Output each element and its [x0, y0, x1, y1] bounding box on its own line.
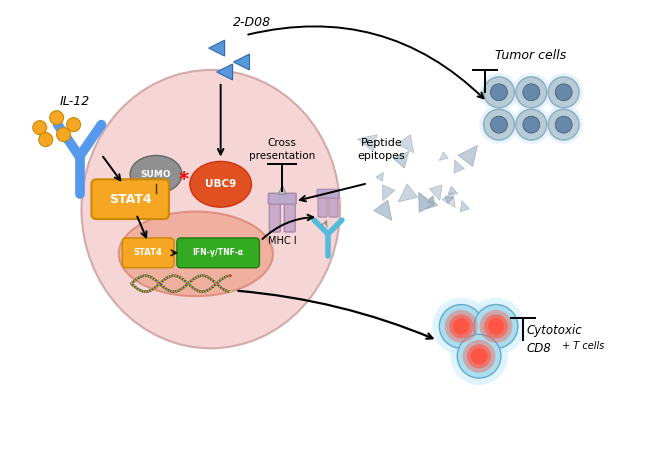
Polygon shape	[216, 64, 233, 80]
Circle shape	[487, 318, 504, 335]
Circle shape	[544, 73, 583, 112]
FancyBboxPatch shape	[318, 195, 327, 217]
Circle shape	[516, 109, 546, 140]
Circle shape	[440, 304, 483, 348]
Polygon shape	[358, 135, 377, 151]
Text: Tumor cells: Tumor cells	[495, 49, 566, 62]
Polygon shape	[374, 200, 392, 220]
Circle shape	[432, 297, 490, 355]
Text: *: *	[179, 170, 189, 189]
Text: STAT4: STAT4	[134, 248, 163, 257]
Circle shape	[471, 348, 487, 364]
Circle shape	[39, 133, 52, 146]
Polygon shape	[448, 186, 458, 194]
Circle shape	[480, 310, 512, 343]
Polygon shape	[419, 192, 434, 212]
Polygon shape	[393, 151, 409, 168]
Polygon shape	[461, 201, 469, 212]
Circle shape	[450, 327, 508, 385]
Circle shape	[480, 73, 518, 112]
Circle shape	[480, 105, 518, 144]
Polygon shape	[209, 40, 224, 56]
Polygon shape	[458, 146, 478, 167]
Circle shape	[516, 77, 546, 108]
Circle shape	[67, 118, 81, 132]
Text: Peptide
epitopes: Peptide epitopes	[358, 138, 405, 161]
Circle shape	[445, 310, 478, 343]
Circle shape	[555, 84, 572, 101]
FancyBboxPatch shape	[317, 189, 339, 198]
Circle shape	[467, 344, 491, 368]
Text: Cross
presentation: Cross presentation	[249, 138, 316, 161]
Circle shape	[467, 297, 525, 355]
FancyBboxPatch shape	[177, 238, 259, 268]
Text: 2-D08: 2-D08	[234, 16, 272, 29]
FancyBboxPatch shape	[122, 238, 174, 268]
Circle shape	[449, 314, 473, 338]
Circle shape	[50, 111, 64, 125]
Polygon shape	[382, 185, 395, 201]
Circle shape	[548, 109, 579, 140]
Circle shape	[512, 73, 550, 112]
Polygon shape	[429, 185, 442, 201]
Circle shape	[544, 105, 583, 144]
Text: MHC I: MHC I	[268, 236, 297, 246]
Polygon shape	[445, 197, 453, 203]
Circle shape	[548, 77, 579, 108]
Circle shape	[483, 77, 514, 108]
Circle shape	[474, 304, 518, 348]
Text: CD8: CD8	[527, 342, 552, 355]
Text: IL-12: IL-12	[60, 95, 90, 108]
Circle shape	[491, 84, 508, 101]
Ellipse shape	[119, 212, 273, 296]
Text: SUMO: SUMO	[141, 170, 171, 179]
Circle shape	[555, 116, 572, 133]
Circle shape	[453, 318, 470, 335]
Polygon shape	[426, 197, 438, 209]
FancyBboxPatch shape	[284, 200, 295, 232]
Ellipse shape	[81, 70, 340, 348]
FancyBboxPatch shape	[329, 195, 338, 217]
Text: + T cells: + T cells	[562, 341, 604, 351]
Polygon shape	[442, 192, 455, 207]
Text: IFN-γ/TNF-α: IFN-γ/TNF-α	[193, 248, 243, 257]
Text: STAT4: STAT4	[109, 193, 152, 206]
Polygon shape	[234, 54, 249, 70]
FancyBboxPatch shape	[268, 193, 297, 204]
Polygon shape	[278, 185, 286, 194]
FancyBboxPatch shape	[270, 200, 280, 232]
Circle shape	[484, 314, 508, 338]
FancyBboxPatch shape	[91, 179, 169, 219]
Circle shape	[512, 105, 550, 144]
Ellipse shape	[190, 162, 251, 207]
Polygon shape	[439, 152, 448, 160]
Circle shape	[462, 340, 495, 373]
Ellipse shape	[130, 156, 182, 193]
Circle shape	[523, 84, 540, 101]
Circle shape	[491, 116, 508, 133]
Polygon shape	[398, 134, 414, 153]
Text: Cytotoxic: Cytotoxic	[527, 324, 583, 337]
Circle shape	[483, 109, 514, 140]
Circle shape	[523, 116, 540, 133]
Polygon shape	[426, 196, 434, 205]
Circle shape	[33, 121, 47, 134]
Polygon shape	[376, 173, 384, 181]
Text: UBC9: UBC9	[205, 179, 236, 189]
Polygon shape	[454, 160, 464, 173]
Circle shape	[457, 334, 501, 378]
Circle shape	[56, 128, 71, 141]
Polygon shape	[398, 184, 418, 202]
